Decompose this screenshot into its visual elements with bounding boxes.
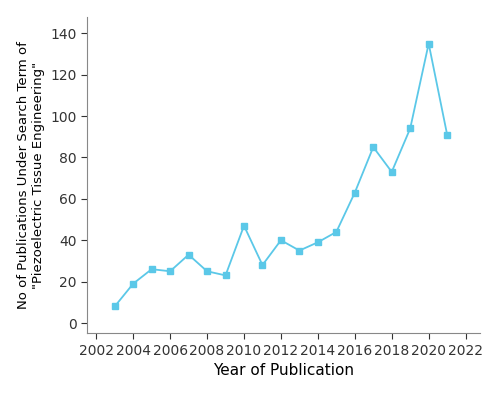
Y-axis label: No of Publications Under Search Term of
"Piezoelectric Tissue Engineering": No of Publications Under Search Term of … [16,41,44,309]
X-axis label: Year of Publication: Year of Publication [213,363,354,378]
